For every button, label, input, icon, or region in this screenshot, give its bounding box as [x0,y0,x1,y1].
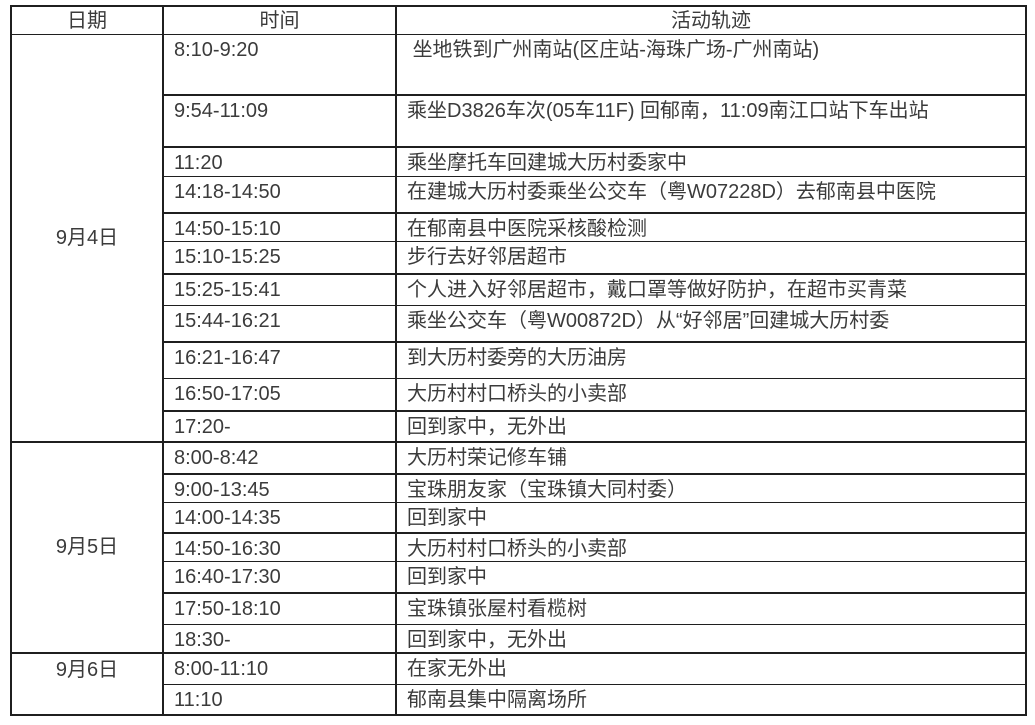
table-row: 17:20- 回到家中，无外出 [11,410,1027,443]
table-row: 9:54-11:09 乘坐D3826车次(05车11F) 回郁南，11:09南江… [11,94,1027,148]
time-cell: 17:20- [162,410,397,443]
time-cell: 11:10 [162,683,397,716]
time-cell: 16:50-17:05 [162,378,397,412]
date-group-sep4: 9月4日 8:10-9:20 坐地铁到广州南站(区庄站-海珠广场-广州南站) 9… [10,34,1027,443]
time-cell: 15:25-15:41 [162,273,397,306]
table-row: 15:10-15:25 步行去好邻居超市 [11,241,1027,275]
date-cell: 9月6日 [10,652,164,716]
time-cell: 18:30- [162,623,397,654]
activity-cell: 大历村村口桥头的小卖部 [395,532,1027,562]
activity-cell: 郁南县集中隔离场所 [395,683,1027,716]
activity-cell: 在家无外出 [395,652,1027,685]
date-cell: 9月4日 [10,34,164,443]
activity-cell: 回到家中，无外出 [395,623,1027,654]
table-row: 11:10 郁南县集中隔离场所 [11,683,1027,716]
time-cell: 14:00-14:35 [162,502,397,534]
table-row: 14:18-14:50 在建城大历村委乘坐公交车（粤W07228D）去郁南县中医… [11,176,1027,214]
activity-cell: 宝珠朋友家（宝珠镇大同村委） [395,473,1027,503]
activity-cell: 乘坐D3826车次(05车11F) 回郁南，11:09南江口站下车出站 [395,94,1027,148]
date-group-sep5: 9月5日 8:00-8:42 大历村荣记修车铺 9:00-13:45 宝珠朋友家… [10,441,1027,654]
time-cell: 8:10-9:20 [162,34,397,96]
activity-cell: 宝珠镇张屋村看榄树 [395,592,1027,625]
time-cell: 15:10-15:25 [162,241,397,275]
time-cell: 9:00-13:45 [162,473,397,503]
time-cell: 8:00-11:10 [162,652,397,685]
table-row: 16:40-17:30 回到家中 [11,560,1027,594]
table-row: 15:25-15:41 个人进入好邻居超市，戴口罩等做好防护，在超市买青菜 [11,273,1027,306]
activity-cell: 大历村荣记修车铺 [395,441,1027,475]
time-cell: 14:50-16:30 [162,532,397,562]
header-time: 时间 [162,5,397,35]
date-group-sep6: 9月6日 8:00-11:10 在家无外出 11:10 郁南县集中隔离场所 [10,652,1027,716]
time-cell: 11:20 [162,146,397,177]
activity-cell: 在建城大历村委乘坐公交车（粤W07228D）去郁南县中医院 [395,176,1027,214]
time-cell: 14:50-15:10 [162,212,397,242]
table-row: 16:50-17:05 大历村村口桥头的小卖部 [11,378,1027,412]
table-row: 15:44-16:21 乘坐公交车（粤W00872D）从“好邻居”回建城大历村委 [11,305,1027,343]
activity-cell: 回到家中 [395,560,1027,594]
time-cell: 16:21-16:47 [162,341,397,379]
activity-cell: 乘坐公交车（粤W00872D）从“好邻居”回建城大历村委 [395,305,1027,343]
activity-cell: 回到家中，无外出 [395,410,1027,443]
header-date: 日期 [10,5,164,35]
table-row: 14:00-14:35 回到家中 [11,502,1027,534]
header-row: 日期 时间 活动轨迹 [10,5,1027,35]
header-activity: 活动轨迹 [395,5,1027,35]
table-row: 14:50-15:10 在郁南县中医院采核酸检测 [11,212,1027,242]
time-cell: 14:18-14:50 [162,176,397,214]
time-cell: 15:44-16:21 [162,305,397,343]
table-row: 9月6日 8:00-11:10 在家无外出 [10,652,1027,716]
time-cell: 17:50-18:10 [162,592,397,625]
activity-log-table: 日期 时间 活动轨迹 9月4日 8:10-9:20 坐地铁到广州南站(区庄站-海… [10,5,1027,716]
date-cell: 9月5日 [10,441,164,654]
activity-cell: 大历村村口桥头的小卖部 [395,378,1027,412]
time-cell: 9:54-11:09 [162,94,397,148]
table-row: 11:20 乘坐摩托车回建城大历村委家中 [11,146,1027,177]
table-row: 9月4日 8:10-9:20 坐地铁到广州南站(区庄站-海珠广场-广州南站) [10,34,1027,443]
time-cell: 16:40-17:30 [162,560,397,594]
table-row: 17:50-18:10 宝珠镇张屋村看榄树 [11,592,1027,625]
table-row: 18:30- 回到家中，无外出 [11,623,1027,654]
time-cell: 8:00-8:42 [162,441,397,475]
table-row: 9月5日 8:00-8:42 大历村荣记修车铺 [10,441,1027,654]
activity-cell: 回到家中 [395,502,1027,534]
activity-cell: 坐地铁到广州南站(区庄站-海珠广场-广州南站) [395,34,1027,96]
activity-cell: 个人进入好邻居超市，戴口罩等做好防护，在超市买青菜 [395,273,1027,306]
table-row: 16:21-16:47 到大历村委旁的大历油房 [11,341,1027,379]
activity-cell: 在郁南县中医院采核酸检测 [395,212,1027,242]
table-row: 14:50-16:30 大历村村口桥头的小卖部 [11,532,1027,562]
activity-cell: 到大历村委旁的大历油房 [395,341,1027,379]
table-row: 9:00-13:45 宝珠朋友家（宝珠镇大同村委） [11,473,1027,503]
activity-cell: 步行去好邻居超市 [395,241,1027,275]
activity-cell: 乘坐摩托车回建城大历村委家中 [395,146,1027,177]
